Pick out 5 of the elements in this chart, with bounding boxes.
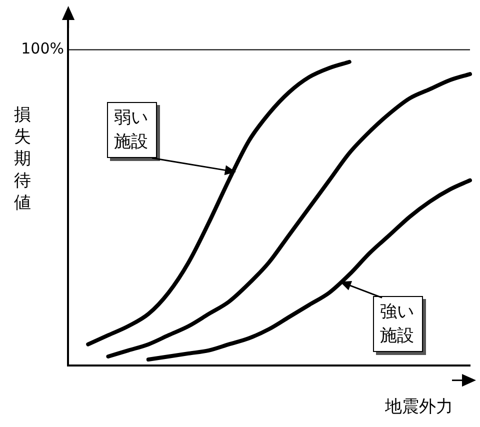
y-axis-title: 損失期待値 [14, 104, 32, 214]
annotation: 弱い施設 [107, 102, 157, 158]
annotation: 強い施設 [373, 296, 423, 352]
text: 100% [21, 40, 64, 58]
x-axis-title: 地震外力 [385, 396, 453, 418]
